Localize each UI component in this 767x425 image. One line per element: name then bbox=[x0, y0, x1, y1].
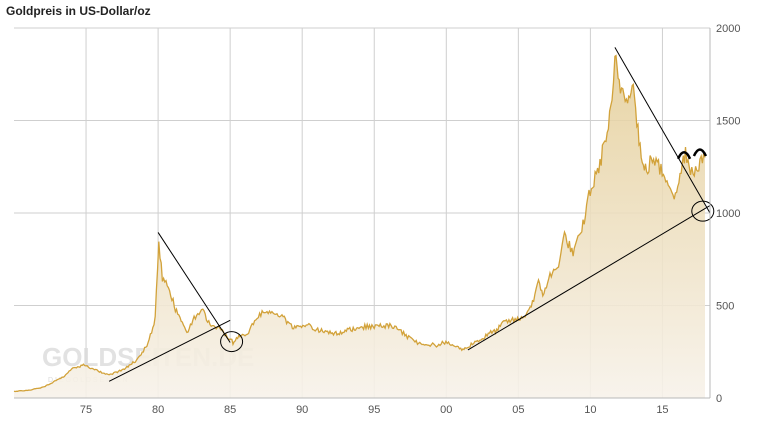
x-tick-label: 90 bbox=[296, 404, 308, 416]
x-tick-label: 15 bbox=[656, 404, 668, 416]
pattern-arc bbox=[692, 148, 708, 157]
trendline bbox=[108, 319, 231, 382]
x-tick-label: 75 bbox=[80, 404, 92, 416]
x-tick-label: 80 bbox=[152, 404, 164, 416]
trendline bbox=[157, 232, 231, 343]
y-tick-label: 1000 bbox=[716, 208, 740, 220]
trendline bbox=[614, 47, 711, 214]
x-tick-label: 95 bbox=[368, 404, 380, 416]
x-tick-label: 10 bbox=[584, 404, 596, 416]
y-tick-label: 1500 bbox=[716, 116, 740, 128]
price-line bbox=[13, 54, 706, 393]
x-tick-label: 05 bbox=[512, 404, 524, 416]
chart-title: Goldpreis in US-Dollar/oz bbox=[6, 4, 151, 18]
pattern-arc bbox=[676, 151, 692, 160]
y-tick-label: 2000 bbox=[716, 23, 740, 35]
trendline bbox=[467, 205, 711, 351]
highlight-circle bbox=[220, 331, 244, 353]
price-area bbox=[14, 55, 705, 398]
x-tick-label: 85 bbox=[224, 404, 236, 416]
x-tick-label: 00 bbox=[440, 404, 452, 416]
y-tick-label: 0 bbox=[716, 393, 722, 405]
y-tick-label: 500 bbox=[716, 301, 734, 313]
annotation-layer bbox=[108, 47, 715, 382]
highlight-circle bbox=[691, 200, 715, 222]
tick-layer: 75 80 85 90 95 00 05 10 15 0 500 1000 1500 2000 bbox=[80, 23, 741, 416]
